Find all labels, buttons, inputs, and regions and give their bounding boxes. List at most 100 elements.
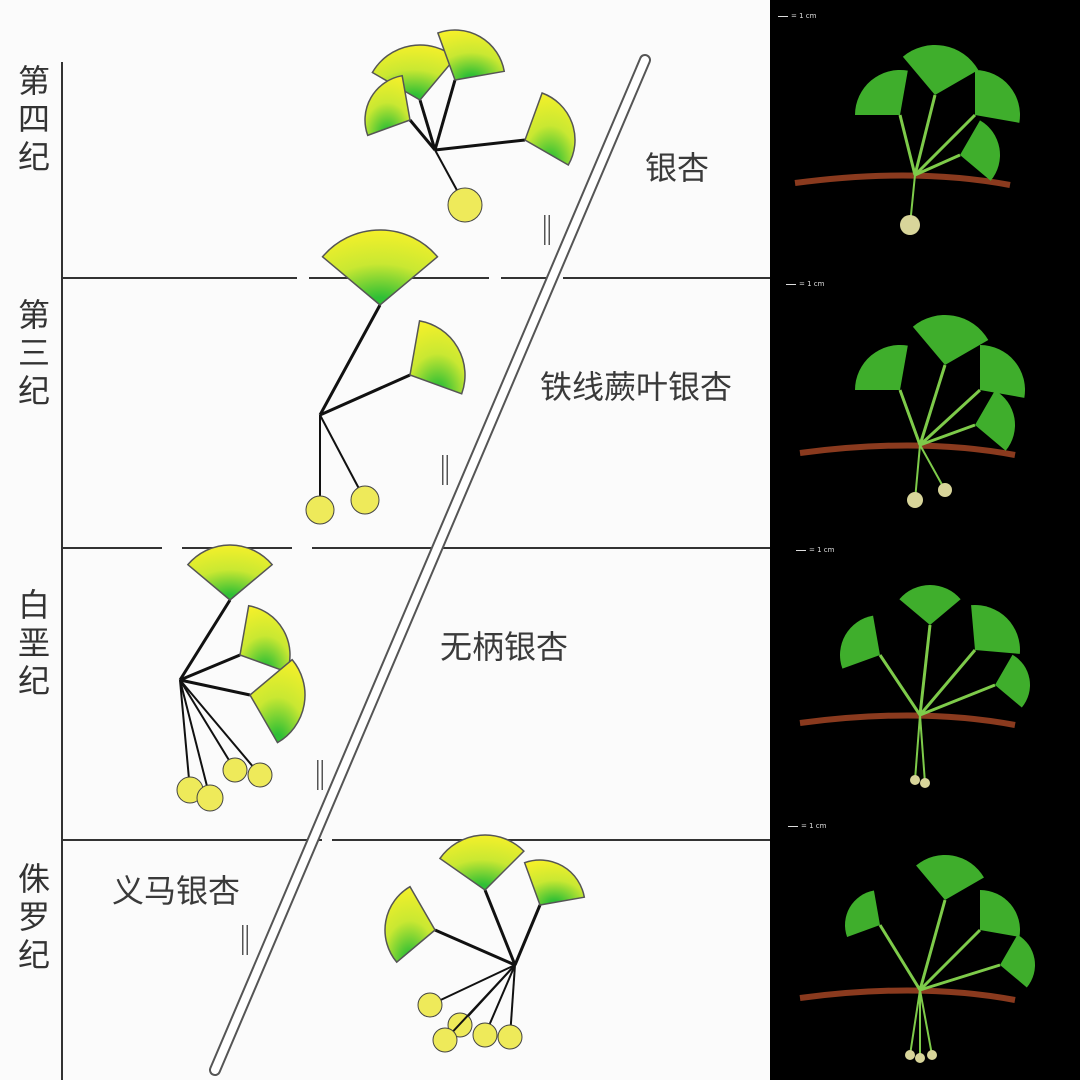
seed (305, 495, 335, 525)
leaf (995, 654, 1030, 708)
seed-stalk (179, 679, 211, 799)
seed (472, 1022, 498, 1048)
plant-photo-4 (799, 855, 1035, 1063)
seed (915, 1053, 925, 1063)
petiole (319, 373, 411, 417)
petiole (408, 119, 437, 151)
era-label-cretaceous: 白垩纪 (17, 586, 50, 700)
petiole (913, 94, 937, 176)
petiole (914, 153, 961, 177)
seed (910, 775, 920, 785)
leaf (975, 70, 1020, 123)
leaf (409, 319, 466, 395)
petiole (919, 423, 976, 447)
evolution-diagram (61, 29, 770, 1080)
leaf (975, 390, 1015, 451)
leaf (523, 859, 586, 906)
era-label-tertiary: 第三纪 (17, 296, 50, 410)
leaf (1000, 934, 1035, 988)
seed-stalk (179, 679, 261, 776)
seed-stalk (429, 964, 516, 1006)
petiole (919, 963, 1001, 992)
ginkgo-apodes-illustration (176, 544, 306, 812)
seed (900, 215, 920, 235)
leaf (384, 885, 436, 964)
seed (927, 1050, 937, 1060)
petiole (434, 928, 516, 967)
petiole (178, 599, 232, 681)
seed (350, 485, 380, 515)
rhizome (794, 172, 1011, 188)
petiole (433, 79, 457, 151)
leaf (239, 604, 291, 674)
rhizome (799, 442, 1016, 458)
petiole (179, 653, 241, 682)
scale-bar: = 1 cm (778, 12, 816, 20)
petiole (918, 649, 977, 716)
petiole (898, 114, 917, 176)
seed-stalk (909, 989, 921, 1056)
plant-photos (794, 45, 1035, 1063)
leaf (524, 92, 576, 167)
leaf (980, 345, 1025, 398)
leaf (249, 658, 306, 744)
petiole (878, 654, 922, 716)
petiole (179, 678, 251, 697)
petiole (913, 113, 977, 177)
leaf (436, 29, 506, 81)
leaf (912, 315, 989, 365)
ginkgo-yimaensis-illustration (384, 834, 586, 1053)
plant-photo-1 (794, 45, 1020, 235)
petiole (513, 904, 542, 966)
seed-stalk (444, 964, 516, 1041)
species-label-ginkgo-yimaensis: 义马银杏 (112, 872, 241, 910)
seed (417, 992, 443, 1018)
seed (247, 762, 273, 788)
seed (497, 1024, 523, 1050)
seed (196, 784, 224, 812)
petiole (418, 99, 437, 151)
seed (907, 492, 923, 508)
seed-stalk (179, 679, 236, 771)
seed-stalk (319, 414, 366, 501)
seed-stalk (179, 679, 191, 791)
species-label-ginkgo-adiantoides: 铁线蕨叶银杏 (540, 368, 733, 406)
scale-bar: = 1 cm (786, 280, 824, 288)
seed-stalk (919, 444, 946, 491)
leaf (438, 834, 525, 891)
petiole (918, 364, 947, 446)
era-label-quaternary: 第四纪 (17, 62, 50, 176)
seed-stalk (919, 989, 933, 1056)
petiole (483, 889, 517, 966)
petiole (434, 138, 526, 152)
scale-bar: = 1 cm (788, 822, 826, 830)
era-label-jurassic: 侏罗纪 (17, 860, 50, 974)
species-label-ginkgo-apodes: 无柄银杏 (440, 628, 569, 666)
leaf (186, 544, 274, 601)
petiole (318, 304, 382, 416)
petiole (878, 924, 922, 991)
leaf (902, 45, 979, 95)
petiole (919, 683, 996, 717)
leaf (980, 890, 1020, 937)
leaf (855, 345, 908, 390)
plant-photo-2 (799, 315, 1025, 508)
seed (938, 483, 952, 497)
petiole (918, 388, 982, 447)
leaf (364, 74, 411, 137)
leaf (971, 605, 1020, 654)
leaf (899, 585, 961, 625)
leaf (840, 615, 880, 669)
petiole (918, 624, 932, 716)
leaf (916, 855, 984, 900)
leaf (321, 229, 439, 306)
seed-stalk (919, 714, 926, 784)
leaf (960, 120, 1000, 181)
lineage-tube (209, 54, 651, 1076)
seed (222, 757, 248, 783)
seed-stalk (914, 444, 921, 501)
seed-stalk (484, 964, 516, 1036)
seed (432, 1027, 458, 1053)
seed (447, 187, 483, 223)
photo-panel: = 1 cm = 1 cm = 1 cm = 1 cm (770, 0, 1080, 1080)
